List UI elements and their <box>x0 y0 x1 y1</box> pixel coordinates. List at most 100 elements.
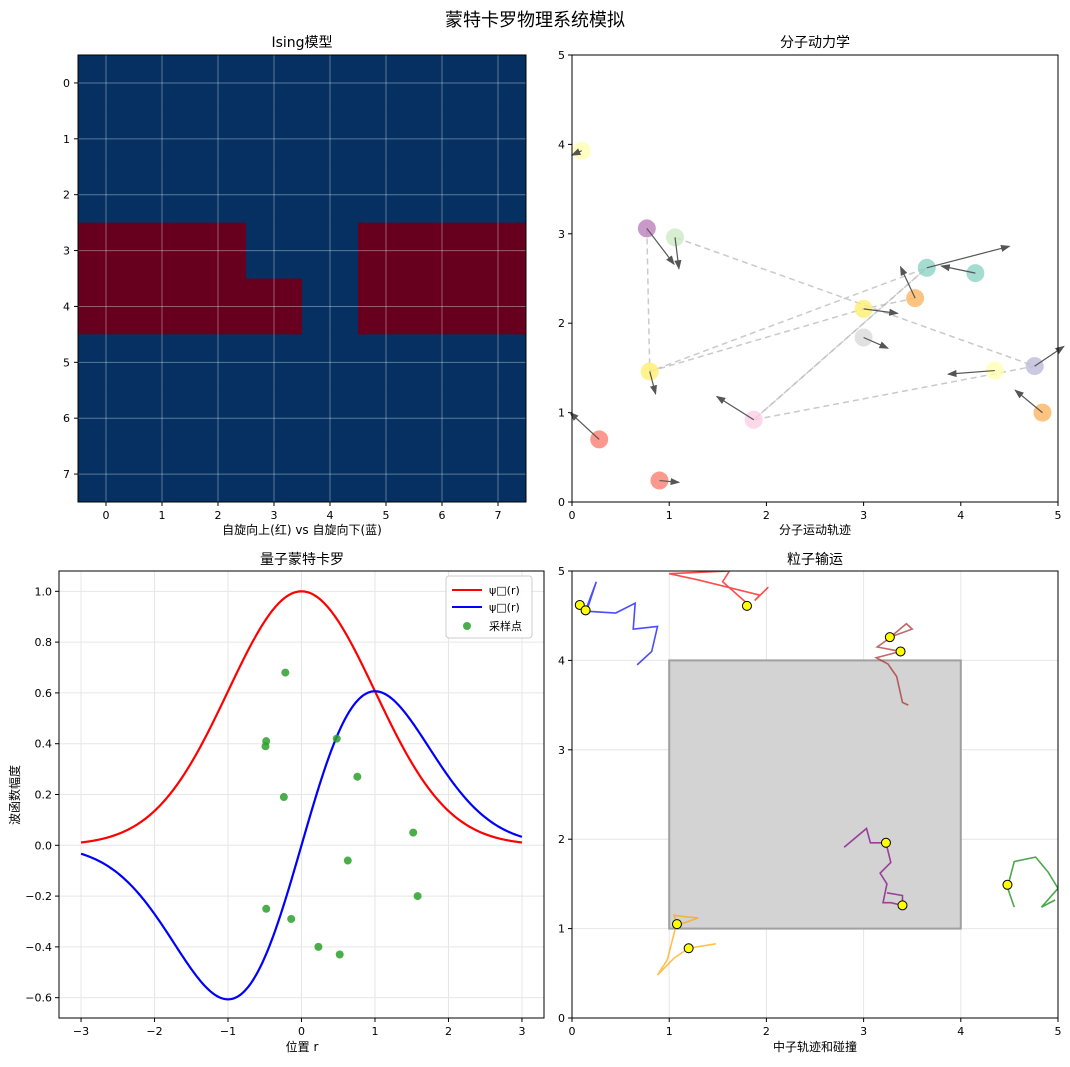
ising-cell <box>134 334 191 391</box>
ising-cell <box>414 334 471 391</box>
ising-cell <box>246 334 303 391</box>
md-trajectory <box>753 267 928 421</box>
quantum-ytick-label: 1.0 <box>35 585 53 598</box>
quantum-ytick-label: −0.6 <box>25 992 52 1005</box>
ising-cell <box>246 222 303 279</box>
quantum-sample-point <box>332 734 341 743</box>
ising-cell <box>414 110 471 168</box>
ising-cell <box>78 222 135 279</box>
md-velocity-arrow <box>863 308 899 316</box>
md-velocity-arrow <box>1014 389 1043 414</box>
md-xtick-label: 3 <box>860 509 867 522</box>
ising-xtick-label: 4 <box>327 509 334 522</box>
transport-ytick-label: 5 <box>558 565 565 578</box>
md-velocity-arrow <box>926 244 1011 269</box>
ising-cell <box>358 390 415 447</box>
transport-xlabel: 中子轨迹和碰撞 <box>773 1039 857 1054</box>
quantum-ytick-label: 0.8 <box>35 636 53 649</box>
ising-cell <box>358 334 415 391</box>
quantum-sample-point <box>287 914 296 923</box>
ising-cell <box>302 110 359 168</box>
ising-xtick-label: 1 <box>159 509 166 522</box>
md-velocity-arrow <box>674 237 682 270</box>
quantum-ytick-label: −0.2 <box>25 890 52 903</box>
ising-xtick-label: 3 <box>271 509 278 522</box>
ising-cell <box>246 446 303 503</box>
quantum-xtick-label: −2 <box>146 1025 162 1038</box>
ising-ytick-label: 1 <box>63 133 70 146</box>
ising-cell <box>358 110 415 168</box>
ising-cell <box>190 110 247 168</box>
transport-track <box>579 581 659 666</box>
quantum-sample-point <box>409 828 418 837</box>
ising-axes: 0 1 2 3 4 5 6 7 0 1 2 3 4 5 6 7 <box>63 54 527 522</box>
md-trajectory <box>646 228 1038 422</box>
transport-collision-point <box>880 837 891 848</box>
quantum-sample-point <box>343 856 352 865</box>
quantum-sample-point <box>413 892 422 901</box>
transport-xtick-label: 3 <box>860 1025 867 1038</box>
md-title: 分子动力学 <box>780 35 850 51</box>
md-velocity-arrow <box>863 336 889 349</box>
transport-plot: 0 1 2 3 4 5 0 1 2 3 4 5 <box>558 565 1062 1038</box>
ising-cell <box>358 222 415 279</box>
ising-xlabel: 自旋向上(红) vs 自旋向下(蓝) <box>222 522 382 537</box>
quantum-frame <box>58 570 545 1019</box>
transport-xtick-label: 1 <box>666 1025 673 1038</box>
ising-xtick-label: 0 <box>103 509 110 522</box>
ising-cell <box>134 390 191 447</box>
ising-cell <box>190 222 247 279</box>
quantum-ytick-label: 0.2 <box>35 789 53 802</box>
ising-cell <box>190 166 247 224</box>
transport-ytick-label: 3 <box>558 744 565 757</box>
ising-cell <box>414 446 471 503</box>
ising-ytick-label: 2 <box>63 189 70 202</box>
ising-cell <box>134 278 191 335</box>
transport-collision-point <box>683 943 694 954</box>
ising-cell <box>358 446 415 503</box>
transport-xtick-label: 5 <box>1055 1025 1062 1038</box>
ising-cell <box>190 390 247 447</box>
ising-cell <box>190 446 247 503</box>
figure-suptitle: 蒙特卡罗物理系统模拟 <box>445 10 625 31</box>
md-ytick-label: 0 <box>558 496 565 509</box>
ising-cell <box>414 166 471 224</box>
transport-track <box>669 571 769 607</box>
transport-collision-point <box>897 900 908 911</box>
ising-cell <box>246 390 303 447</box>
ising-cell <box>190 55 247 112</box>
ising-cell <box>470 278 527 335</box>
quantum-xtick-label: −1 <box>220 1025 236 1038</box>
transport-ytick-label: 4 <box>558 654 565 667</box>
md-velocity-arrow <box>946 369 995 378</box>
ising-cell <box>470 334 527 391</box>
ising-cell <box>78 390 135 447</box>
ising-cell <box>414 278 471 335</box>
ising-ytick-label: 4 <box>63 300 70 313</box>
md-xtick-label: 5 <box>1055 509 1062 522</box>
ising-cell <box>134 110 191 168</box>
md-velocity-arrow <box>570 148 582 156</box>
ising-cell <box>190 278 247 335</box>
transport-xtick-label: 0 <box>569 1025 576 1038</box>
md-ytick-label: 1 <box>558 407 565 420</box>
ising-cell <box>134 166 191 224</box>
quantum-xtick-label: 2 <box>445 1025 452 1038</box>
ising-cell <box>78 446 135 503</box>
ising-xtick-label: 6 <box>439 509 446 522</box>
transport-xtick-label: 2 <box>763 1025 770 1038</box>
quantum-ytick-label: 0.6 <box>35 687 53 700</box>
ising-cell <box>302 278 359 335</box>
transport-collision-point <box>884 632 895 643</box>
ising-cell <box>470 166 527 224</box>
ising-ytick-label: 3 <box>63 245 70 258</box>
ising-ytick-label: 7 <box>63 468 70 481</box>
ising-cell <box>470 222 527 279</box>
quantum-sample-point <box>261 742 270 751</box>
transport-tracks <box>579 571 1058 976</box>
md-ytick-label: 5 <box>558 49 565 62</box>
ising-heatmap <box>78 55 527 503</box>
ising-cell <box>414 222 471 279</box>
quantum-sample-point <box>335 950 344 959</box>
quantum-title: 量子蒙特卡罗 <box>260 552 344 568</box>
